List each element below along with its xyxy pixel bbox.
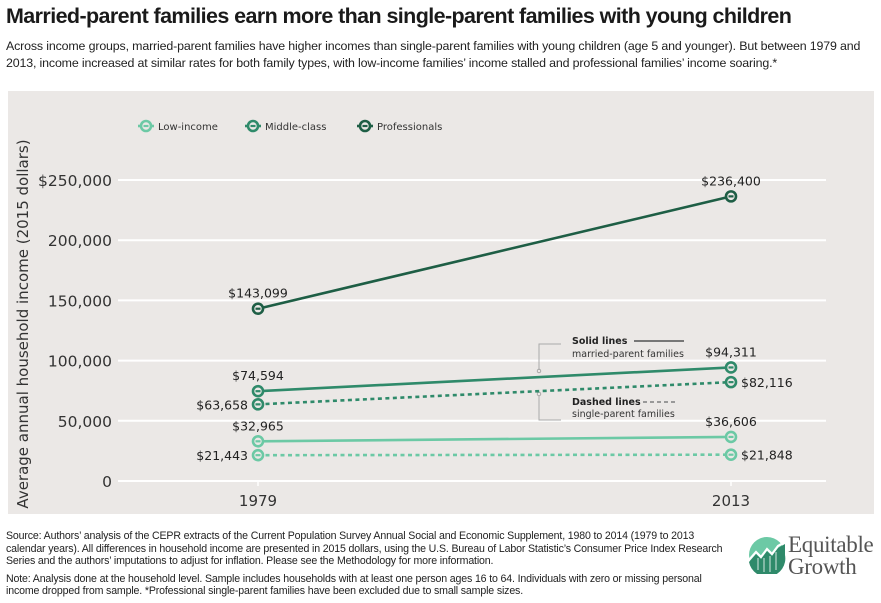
data-point bbox=[726, 377, 736, 387]
data-label: $32,965 bbox=[232, 418, 284, 433]
series-middle-class-single-parent bbox=[253, 377, 736, 409]
annotation-dot bbox=[537, 392, 541, 396]
y-tick-label: 50,000 bbox=[58, 413, 112, 431]
series-low-income-single-parent bbox=[253, 450, 736, 460]
footer: Source: Authors’ analysis of the CEPR ex… bbox=[6, 530, 726, 603]
legend-label: Professionals bbox=[377, 122, 442, 133]
data-label: $21,443 bbox=[196, 448, 248, 463]
y-tick-label: 200,000 bbox=[48, 232, 112, 250]
data-label: $82,116 bbox=[741, 375, 793, 390]
y-tick-label: 0 bbox=[102, 473, 112, 491]
y-axis-label: Average annual household income (2015 do… bbox=[14, 139, 32, 508]
source-note: Source: Authors’ analysis of the CEPR ex… bbox=[6, 530, 726, 568]
annotation-connector bbox=[539, 344, 561, 370]
chart-subtitle: Across income groups, married-parent fam… bbox=[6, 38, 874, 72]
line-chart: 0 50,000 100,000 150,000 200,000 $250,000 197… bbox=[8, 91, 874, 514]
annotation-connector bbox=[539, 395, 561, 420]
annotations: Solid lines married-parent families Dashed… bbox=[537, 336, 684, 420]
data-point bbox=[726, 450, 736, 460]
logo-text-line1: Equitable bbox=[788, 534, 873, 556]
series-low-income-married-parent bbox=[253, 432, 736, 446]
x-tick-label: 1979 bbox=[239, 492, 277, 510]
methodology-note: Note: Analysis done at the household lev… bbox=[6, 573, 726, 598]
series-middle-class-married-parent bbox=[253, 362, 736, 396]
legend-marker-icon bbox=[141, 121, 151, 131]
annotation-dot bbox=[537, 369, 541, 373]
data-label: $63,658 bbox=[196, 397, 248, 412]
data-label: $36,606 bbox=[705, 414, 757, 429]
series-line bbox=[258, 437, 731, 441]
data-label: $143,099 bbox=[228, 286, 288, 301]
y-tick-label: 100,000 bbox=[48, 353, 112, 371]
equitable-growth-logo: Equitable Growth bbox=[748, 536, 878, 586]
x-axis-ticks: 1979 2013 bbox=[239, 481, 750, 510]
legend: Low-income Middle-class Professionals bbox=[138, 121, 442, 133]
logo-text-line2: Growth bbox=[788, 556, 873, 578]
legend-label: Middle-class bbox=[265, 122, 326, 133]
series-professionals-married-parent bbox=[253, 191, 736, 313]
legend-label: Low-income bbox=[158, 122, 218, 133]
y-tick-label: 150,000 bbox=[48, 292, 112, 310]
chart-title: Married-parent families earn more than s… bbox=[6, 4, 791, 29]
legend-item: Low-income bbox=[138, 121, 218, 133]
data-label: $236,400 bbox=[701, 173, 761, 188]
annotation-solid-text: married-parent families bbox=[572, 349, 684, 360]
data-point bbox=[253, 304, 263, 314]
data-label: $94,311 bbox=[705, 344, 757, 359]
chart-panel: 0 50,000 100,000 150,000 200,000 $250,000 197… bbox=[8, 91, 874, 514]
logo-mark-icon bbox=[748, 536, 786, 574]
legend-item: Professionals bbox=[357, 121, 442, 133]
annotation-dashed-title: Dashed lines bbox=[572, 397, 641, 408]
x-tick-label: 2013 bbox=[712, 492, 750, 510]
data-point bbox=[726, 191, 736, 201]
y-axis-ticks: 0 50,000 100,000 150,000 200,000 $250,000 bbox=[38, 172, 112, 491]
data-point bbox=[726, 432, 736, 442]
y-tick-label: $250,000 bbox=[38, 172, 112, 190]
series-line bbox=[258, 367, 731, 391]
series-line bbox=[258, 196, 731, 308]
annotation-solid-title: Solid lines bbox=[572, 336, 628, 347]
legend-item: Middle-class bbox=[245, 121, 326, 133]
data-point bbox=[253, 450, 263, 460]
data-label: $74,594 bbox=[232, 368, 284, 383]
data-label: $21,848 bbox=[741, 448, 793, 463]
data-point bbox=[253, 399, 263, 409]
annotation-dashed-text: single-parent families bbox=[572, 409, 675, 420]
legend-marker-icon bbox=[360, 121, 370, 131]
data-point bbox=[253, 436, 263, 446]
legend-marker-icon bbox=[248, 121, 258, 131]
data-labels: $143,099 $236,400 $74,594 $94,311 $63,658 $82… bbox=[196, 173, 792, 463]
data-point bbox=[726, 362, 736, 372]
data-point bbox=[253, 386, 263, 396]
